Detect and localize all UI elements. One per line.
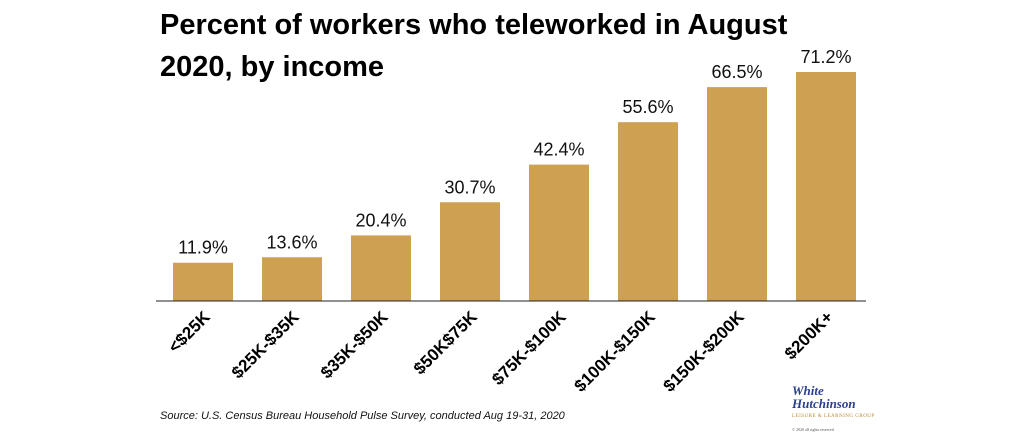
value-label-3: 20.4%	[355, 210, 406, 230]
source-note: Source: U.S. Census Bureau Household Pul…	[160, 410, 565, 422]
bar-7	[707, 87, 767, 301]
value-label-2: 13.6%	[266, 232, 317, 252]
value-label-5: 42.4%	[533, 140, 584, 160]
bar-1	[173, 262, 233, 301]
x-tick-label-8: $200K+	[781, 307, 837, 363]
x-tick-label-5: $75K-$100K	[488, 307, 570, 389]
value-label-6: 55.6%	[622, 97, 673, 117]
value-label-8: 71.2%	[800, 47, 851, 67]
value-label-1: 11.9%	[178, 238, 228, 258]
logo-line-1: White	[792, 383, 824, 398]
x-tick-label-4: $50K$75K	[410, 307, 481, 378]
x-tick-label-6: $100K-$150K	[571, 307, 660, 396]
brand-logo: White Hutchinson LEISURE & LEARNING GROU…	[792, 383, 882, 432]
value-labels-group: 11.9% 13.6% 20.4% 30.7% 42.4% 55.6% 66.5% 71.2%	[178, 47, 851, 258]
bar-6	[618, 122, 678, 301]
bar-2	[262, 257, 322, 301]
x-tick-label-7: $150K-$200K	[660, 307, 749, 396]
chart-title: Percent of workers who teleworked in Aug…	[160, 4, 860, 88]
logo-line-4: © 2020 all rights reserved	[792, 427, 834, 432]
bar-4	[440, 202, 500, 301]
chart-title-line-2: 2020, by income	[160, 51, 385, 83]
chart-title-line-1: Percent of workers who teleworked in Aug…	[160, 9, 788, 41]
bar-8	[796, 72, 856, 301]
x-tick-labels-group: <$25K $25K-$35K $35K-$50K $50K$75K $75K-$100…	[165, 307, 837, 396]
bar-5	[529, 164, 589, 301]
logo-line-3: LEISURE & LEARNING GROUP	[792, 414, 875, 419]
value-label-4: 30.7%	[444, 177, 495, 197]
bars-group	[173, 72, 856, 301]
bar-3	[351, 235, 411, 301]
x-tick-label-1: <$25K	[165, 307, 215, 357]
value-label-7: 66.5%	[711, 62, 762, 82]
x-tick-label-3: $35K-$50K	[317, 307, 392, 382]
logo-line-2: Hutchinson	[792, 396, 856, 411]
x-tick-label-2: $25K-$35K	[228, 307, 303, 382]
